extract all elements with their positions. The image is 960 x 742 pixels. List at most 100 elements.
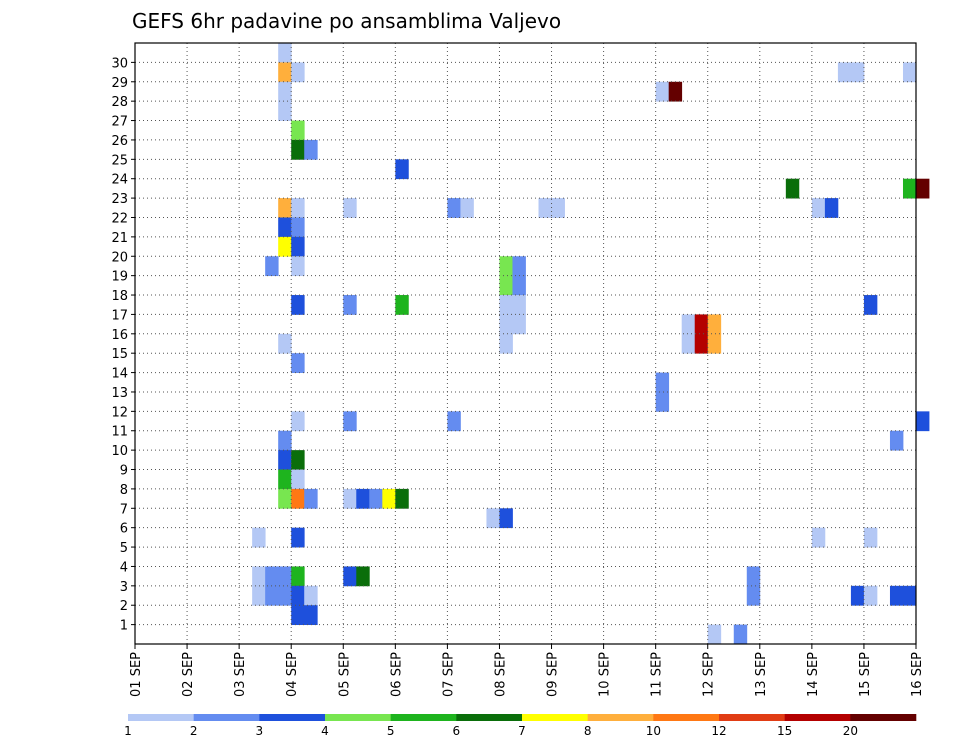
precip-cell — [916, 178, 930, 199]
precip-cell — [863, 527, 878, 548]
precip-cell — [304, 585, 318, 606]
precip-cell — [916, 411, 930, 432]
precip-cell — [291, 605, 305, 626]
precip-cell — [291, 139, 305, 160]
y-tick-label: 16 — [111, 328, 128, 343]
x-tick-label: 16 SEP — [910, 652, 925, 697]
y-tick-label: 20 — [111, 250, 128, 265]
precip-cell — [707, 333, 722, 354]
y-tick-label: 12 — [111, 405, 128, 420]
x-tick-label: 11 SEP — [650, 652, 665, 697]
y-tick-label: 5 — [120, 541, 128, 556]
precip-cell — [512, 295, 526, 315]
precip-cell — [707, 624, 722, 645]
precip-cell — [447, 198, 461, 218]
precip-cell — [863, 585, 878, 606]
y-tick-label: 1 — [120, 619, 128, 634]
x-tick-label: 07 SEP — [441, 652, 456, 697]
y-tick-label: 11 — [111, 425, 128, 440]
x-tick-label: 14 SEP — [806, 652, 821, 697]
x-tick-label: 09 SEP — [546, 652, 561, 697]
dotted-grid — [135, 43, 916, 644]
colorbar-label: 15 — [777, 724, 792, 738]
precip-cell — [291, 585, 305, 606]
precip-cell — [356, 566, 370, 587]
precip-cell — [824, 198, 839, 218]
colorbar-label: 3 — [256, 724, 264, 738]
precip-cell — [265, 256, 279, 277]
precip-cell — [746, 585, 761, 606]
colorbar-segment — [784, 714, 851, 721]
precip-cell — [447, 411, 461, 432]
precip-cell — [655, 391, 670, 412]
precip-cell — [681, 333, 696, 354]
precip-cell — [278, 62, 292, 83]
precip-cell — [278, 430, 292, 451]
colorbar-segment — [522, 714, 588, 721]
precip-cell — [746, 566, 761, 587]
precip-cell — [278, 585, 292, 606]
precip-cell — [291, 527, 305, 548]
precip-cell — [499, 333, 513, 354]
y-tick-label: 29 — [111, 76, 128, 91]
y-tick-label: 17 — [111, 308, 128, 323]
colorbar-label: 8 — [584, 724, 592, 738]
precip-cell — [291, 120, 305, 141]
precip-cell — [811, 527, 826, 548]
colorbar-segment — [719, 714, 785, 721]
y-tick-label: 26 — [111, 134, 128, 149]
colorbar: 1 2 3 4 5 6 7 8 10 12 15 20 — [124, 714, 917, 738]
chart-title: GEFS 6hr padavine po ansamblima Valjevo — [132, 9, 561, 33]
y-axis-member-labels: 1234567891011121314151617181920212223242… — [111, 56, 135, 634]
x-axis-date-labels: 01 SEP 02 SEP 03 SEP 04 SEP 05 SEP 06 SEP 07 S… — [129, 644, 925, 697]
precip-cell — [889, 585, 904, 606]
colorbar-segment — [128, 714, 194, 721]
y-tick-label: 15 — [111, 347, 128, 362]
y-tick-label: 6 — [120, 522, 128, 537]
precip-cells — [252, 43, 930, 645]
precip-cell — [291, 353, 305, 373]
y-tick-label: 9 — [120, 464, 128, 479]
precip-cell — [291, 488, 305, 509]
precip-cell — [668, 81, 683, 102]
precip-cell — [291, 411, 305, 432]
precip-cell — [265, 566, 279, 587]
precip-cell — [291, 566, 305, 587]
colorbar-label: 10 — [646, 724, 661, 738]
precip-cell — [902, 585, 917, 606]
precip-cell — [538, 198, 552, 218]
colorbar-segment — [456, 714, 523, 721]
precip-cell — [304, 488, 318, 509]
precip-cell — [343, 566, 357, 587]
y-tick-label: 18 — [111, 289, 128, 304]
precip-cell — [343, 411, 357, 432]
precip-cell — [291, 62, 305, 83]
colorbar-label: 5 — [387, 724, 395, 738]
colorbar-label: 20 — [843, 724, 858, 738]
y-tick-label: 28 — [111, 95, 128, 110]
precip-cell — [499, 256, 513, 277]
precip-cell — [655, 81, 670, 102]
precip-cell — [694, 333, 709, 354]
y-tick-label: 8 — [120, 483, 128, 498]
precip-cell — [265, 585, 279, 606]
plot-frame — [134, 42, 917, 645]
precip-cell — [785, 178, 800, 199]
precip-cell — [395, 295, 409, 315]
y-tick-label: 13 — [111, 386, 128, 401]
colorbar-segment — [390, 714, 457, 721]
precip-cell — [291, 217, 305, 238]
colorbar-segment — [587, 714, 654, 721]
y-tick-label: 14 — [111, 367, 128, 382]
precip-cell — [499, 275, 513, 296]
x-tick-label: 06 SEP — [389, 652, 404, 697]
precip-cell — [551, 198, 565, 218]
precip-cell — [343, 198, 357, 218]
precip-cell — [733, 624, 748, 645]
precip-cell — [278, 333, 292, 354]
precip-cell — [512, 275, 526, 296]
precip-cell — [278, 217, 292, 238]
precip-cell — [291, 198, 305, 218]
colorbar-segment — [850, 714, 917, 721]
x-tick-label: 02 SEP — [181, 652, 196, 697]
